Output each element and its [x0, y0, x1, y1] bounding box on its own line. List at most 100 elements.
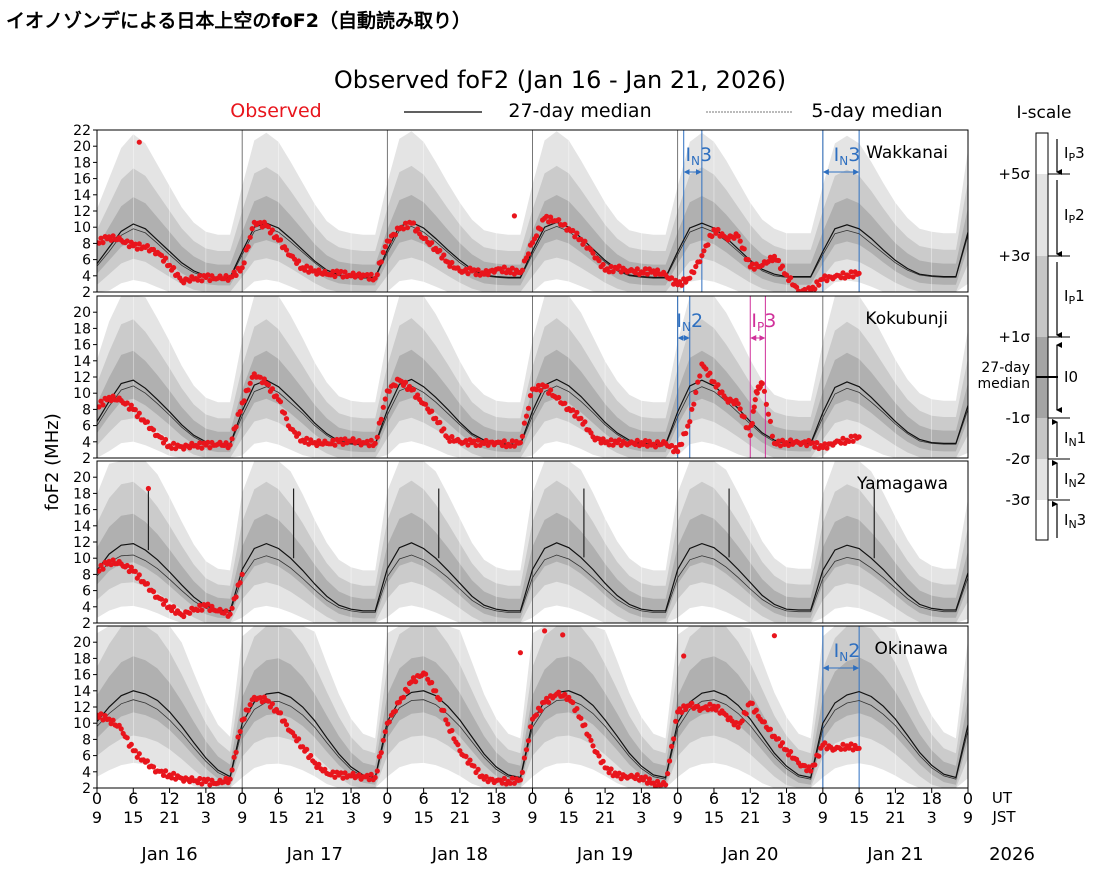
observed-point [501, 775, 507, 782]
observed-point [560, 632, 566, 638]
observed-point [644, 443, 651, 449]
observed-point [233, 594, 239, 600]
observed-point [519, 267, 526, 273]
observed-point [281, 718, 288, 724]
ut-tick-label: 12 [305, 789, 325, 808]
observed-point [765, 259, 772, 265]
observed-point [338, 436, 344, 442]
observed-point [372, 440, 378, 446]
observed-point [445, 259, 451, 265]
observed-point [410, 675, 417, 681]
i-scale-band-label: IP1 [1064, 287, 1085, 307]
observed-point [223, 608, 229, 614]
observed-point [126, 244, 132, 250]
y-tick-label: 14 [73, 519, 91, 535]
observed-point [340, 441, 346, 447]
y-tick-label: 4 [82, 269, 91, 285]
observed-point [229, 767, 235, 773]
observed-point [380, 737, 386, 743]
observed-point [788, 749, 794, 755]
observed-point [207, 782, 213, 788]
observed-point [685, 423, 691, 429]
observed-point [598, 440, 604, 446]
observed-point [229, 436, 235, 442]
observed-point [241, 260, 247, 266]
observed-point [171, 265, 177, 271]
observed-point [304, 746, 310, 753]
observed-point [433, 688, 439, 694]
observed-point [473, 272, 479, 278]
observed-point [715, 226, 721, 233]
observed-point [511, 780, 517, 786]
observed-point [521, 420, 528, 426]
y-tick-label: 20 [73, 470, 91, 486]
observed-point [443, 717, 449, 723]
jst-tick-label: 15 [123, 808, 143, 827]
observed-point [652, 444, 659, 450]
observed-point [187, 610, 193, 616]
observed-point [108, 237, 114, 243]
observed-point [229, 605, 235, 611]
observed-point [237, 409, 243, 415]
observed-point [737, 238, 743, 244]
observed-point [187, 278, 193, 284]
observed-point [223, 273, 229, 279]
observed-point [783, 272, 790, 278]
observed-point [856, 434, 862, 440]
observed-point [413, 679, 419, 685]
observed-point [519, 433, 526, 439]
jst-tick-label: 15 [704, 808, 724, 827]
y-tick-label: 2 [82, 616, 91, 632]
observed-point [578, 236, 584, 242]
observed-point [197, 273, 203, 279]
observed-point [402, 379, 409, 385]
observed-point [750, 408, 756, 414]
observed-point [163, 598, 169, 604]
observed-point [856, 745, 862, 751]
observed-point [538, 708, 544, 714]
observed-point [646, 776, 653, 782]
observed-point [848, 433, 854, 439]
i-scale-band [1036, 459, 1048, 500]
observed-point [350, 436, 356, 442]
observed-point [788, 437, 794, 443]
i-scale-sigma-label: +1σ [998, 328, 1030, 346]
observed-point [110, 717, 116, 723]
observed-point [296, 258, 302, 264]
observed-point [374, 768, 380, 774]
station-name: Yamagawa [856, 474, 948, 494]
observed-point [471, 438, 477, 444]
observed-point [788, 275, 794, 281]
observed-point [449, 259, 455, 266]
observed-point [616, 263, 622, 269]
observed-point [398, 378, 404, 384]
observed-point [195, 277, 201, 283]
observed-point [265, 224, 271, 230]
observed-point [396, 699, 402, 705]
observed-point [812, 286, 818, 292]
observed-point [247, 380, 253, 386]
y-tick-label: 10 [73, 551, 91, 567]
page-heading: イオノゾンデによる日本上空のfoF2（自動読み取り） [6, 10, 471, 32]
observed-point [517, 777, 524, 783]
observed-point [249, 226, 255, 232]
observed-point [277, 399, 284, 405]
observed-point [233, 749, 239, 755]
observed-point [150, 589, 157, 595]
observed-point [775, 438, 782, 444]
observed-point [118, 726, 124, 732]
observed-point [610, 442, 616, 448]
observed-point [578, 715, 584, 721]
day-label: Jan 20 [721, 844, 778, 865]
jst-tick-label: 15 [849, 808, 869, 827]
y-tick-label: 2 [82, 285, 91, 301]
observed-point [669, 275, 675, 281]
observed-point [703, 366, 709, 372]
observed-point [743, 711, 749, 717]
observed-point [761, 388, 768, 394]
ut-tick-label: 6 [564, 789, 574, 808]
observed-point [437, 696, 443, 703]
observed-point [733, 720, 739, 726]
observed-point [314, 271, 320, 277]
observed-point [525, 405, 532, 411]
